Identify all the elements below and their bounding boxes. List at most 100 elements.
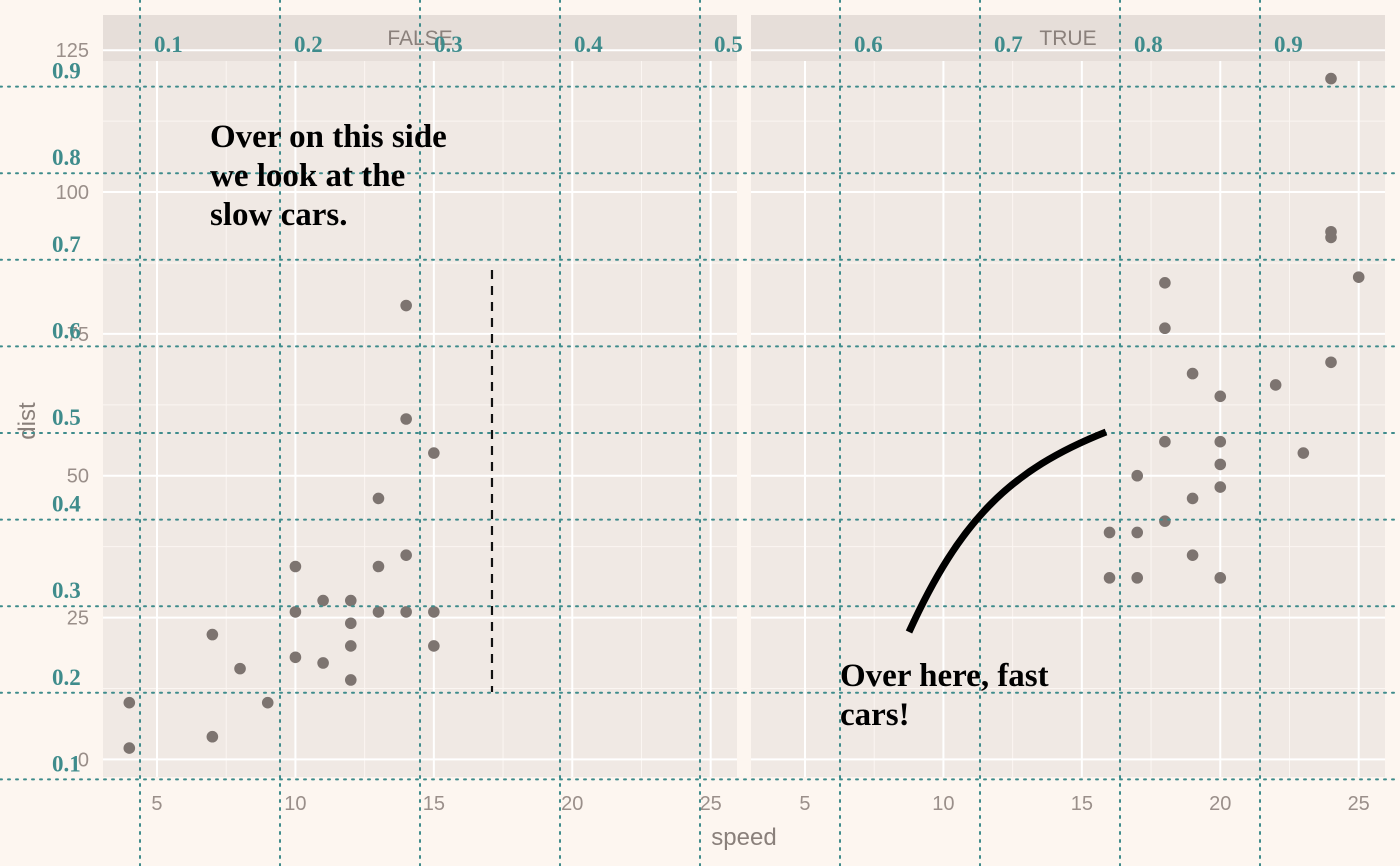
guide-vline-label: 0.9 bbox=[1274, 32, 1303, 57]
data-point bbox=[317, 594, 329, 607]
data-point bbox=[1103, 526, 1116, 539]
x-tick-label: 10 bbox=[932, 793, 954, 815]
x-tick-label: 5 bbox=[151, 793, 162, 815]
facet-strip bbox=[751, 15, 1385, 61]
data-point bbox=[206, 730, 219, 743]
annotation-line: we look at the bbox=[210, 158, 405, 194]
data-point bbox=[372, 606, 385, 618]
x-axis-title: speed bbox=[711, 824, 776, 851]
data-point bbox=[1159, 322, 1171, 335]
data-point bbox=[234, 662, 246, 675]
data-point bbox=[372, 492, 385, 505]
data-point bbox=[1214, 435, 1227, 448]
data-point bbox=[123, 742, 136, 754]
facet-strip-label: TRUE bbox=[1039, 27, 1096, 50]
guide-hline-label: 0.6 bbox=[52, 318, 81, 343]
guide-hline-label: 0.8 bbox=[52, 145, 81, 170]
annotation-line: Over on this side bbox=[210, 119, 447, 155]
data-point bbox=[1159, 435, 1171, 448]
data-point bbox=[1214, 481, 1227, 493]
guide-hline-label: 0.5 bbox=[52, 405, 81, 430]
facet-true: TRUE bbox=[751, 15, 1385, 777]
annotation-line: slow cars. bbox=[210, 197, 347, 233]
data-point bbox=[400, 299, 412, 312]
data-point bbox=[344, 640, 357, 652]
data-point bbox=[428, 640, 440, 652]
data-point bbox=[428, 447, 440, 459]
data-point bbox=[1297, 447, 1310, 459]
facet-strip bbox=[103, 15, 737, 61]
data-point bbox=[1186, 367, 1199, 380]
data-point bbox=[344, 594, 357, 607]
y-tick-label: 0 bbox=[78, 749, 89, 771]
data-point bbox=[1103, 572, 1116, 584]
data-point bbox=[1131, 572, 1144, 584]
guide-hline-label: 0.4 bbox=[52, 492, 81, 517]
data-point bbox=[317, 657, 329, 669]
data-point bbox=[344, 674, 357, 686]
annotation-line: Over here, fast bbox=[840, 658, 1049, 694]
guide-vline-label: 0.3 bbox=[434, 32, 463, 57]
annotation-curve bbox=[905, 428, 1108, 634]
data-point bbox=[1186, 549, 1199, 561]
data-point bbox=[1186, 492, 1199, 505]
guide-hline-label: 0.1 bbox=[52, 751, 81, 776]
x-tick-label: 25 bbox=[700, 793, 722, 815]
guide-vline-label: 0.5 bbox=[714, 32, 743, 57]
annotation-fast-cars: Over here, fast cars! bbox=[840, 658, 1049, 733]
guide-vline-label: 0.7 bbox=[994, 32, 1023, 57]
y-tick-label: 100 bbox=[56, 182, 89, 204]
data-point bbox=[1325, 356, 1337, 369]
data-point bbox=[289, 560, 302, 573]
data-point bbox=[400, 413, 412, 425]
facet-strip-label: FALSE bbox=[387, 27, 452, 50]
x-tick-label: 15 bbox=[1071, 793, 1093, 815]
guide-hline-label: 0.7 bbox=[52, 232, 81, 257]
y-tick-label: 25 bbox=[67, 608, 89, 630]
annotation-layer: Over on this side we look at the slow cars… bbox=[210, 119, 1108, 733]
data-point bbox=[1159, 277, 1171, 289]
guide-vline-label: 0.4 bbox=[574, 32, 603, 57]
guide-vline-label: 0.2 bbox=[294, 32, 323, 57]
annotation-slow-cars: Over on this side we look at the slow cars… bbox=[210, 119, 447, 233]
data-point bbox=[400, 606, 412, 618]
x-tick-label: 10 bbox=[284, 793, 306, 815]
y-axis-title: dist bbox=[14, 402, 41, 440]
y-tick-label: 75 bbox=[67, 324, 89, 346]
data-point bbox=[1214, 458, 1227, 471]
data-point bbox=[1214, 572, 1227, 584]
guide-vline-label: 0.8 bbox=[1134, 32, 1163, 57]
x-tick-label: 20 bbox=[561, 793, 583, 815]
data-point bbox=[428, 606, 440, 618]
data-point bbox=[372, 560, 385, 573]
guide-hline-label: 0.3 bbox=[52, 578, 81, 603]
data-point bbox=[1269, 379, 1282, 391]
guide-vline-label: 0.1 bbox=[154, 32, 183, 57]
data-point bbox=[1214, 390, 1227, 403]
data-point bbox=[1159, 515, 1171, 527]
data-point bbox=[123, 696, 136, 709]
annotation-line: cars! bbox=[840, 697, 910, 733]
data-point bbox=[344, 617, 357, 630]
x-tick-label: 5 bbox=[799, 793, 810, 815]
axes-layer: 5 10 15 20 25 5 10 15 20 25 0 25 50 75 100 125 speed dist bbox=[14, 40, 1370, 851]
data-point bbox=[1325, 72, 1337, 85]
panel-background bbox=[751, 61, 1385, 777]
data-point bbox=[1131, 526, 1144, 539]
guide-hline-label: 0.2 bbox=[52, 665, 81, 690]
y-tick-label: 125 bbox=[56, 40, 89, 62]
guide-hline-label: 0.9 bbox=[52, 59, 81, 84]
guide-vline-label: 0.6 bbox=[854, 32, 883, 57]
data-point bbox=[1131, 469, 1144, 482]
data-point bbox=[1352, 271, 1365, 283]
y-tick-label: 50 bbox=[67, 466, 89, 488]
x-tick-label: 15 bbox=[423, 793, 445, 815]
data-point bbox=[289, 606, 302, 618]
x-tick-label: 25 bbox=[1348, 793, 1370, 815]
data-point bbox=[206, 628, 219, 641]
data-point bbox=[289, 651, 302, 664]
data-point bbox=[400, 549, 412, 561]
data-point bbox=[1325, 225, 1337, 238]
